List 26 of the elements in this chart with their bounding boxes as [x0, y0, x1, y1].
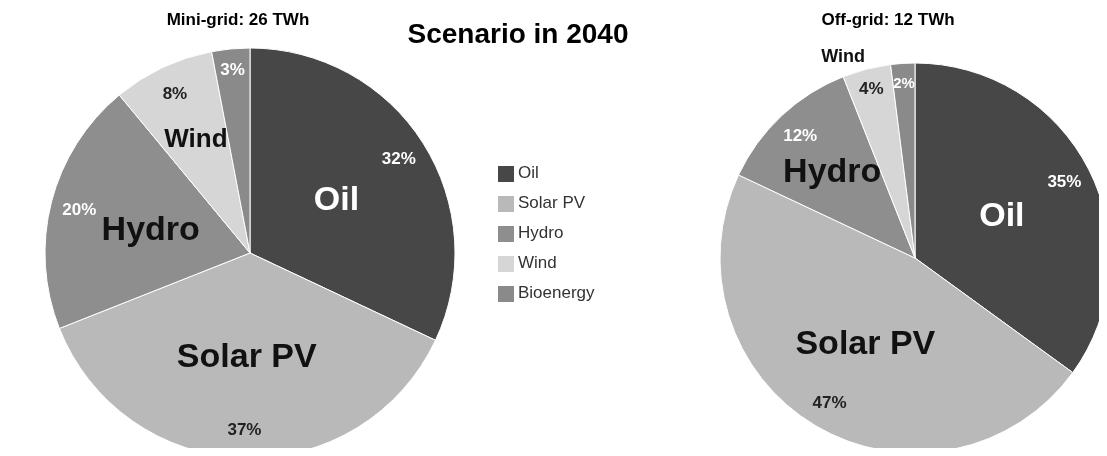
legend-label: Oil: [518, 163, 539, 182]
slice-label: Oil: [979, 194, 1025, 233]
data-label: 37%: [227, 419, 262, 439]
data-label: 35%: [1047, 172, 1082, 192]
slice-label: Hydro: [783, 150, 882, 189]
legend-label: Hydro: [518, 223, 564, 242]
legend-label: Solar PV: [518, 193, 586, 212]
slice-label: Solar PV: [795, 322, 936, 361]
text: Scenario in 2040: [406, 18, 630, 50]
slice-label: Wind: [164, 123, 228, 153]
slice-label: Solar PV: [176, 336, 318, 375]
data-label: 4%: [859, 78, 884, 98]
data-label: 47%: [812, 392, 847, 412]
data-label: 20%: [62, 199, 97, 219]
data-label: 32%: [381, 149, 416, 169]
legend-label: Wind: [518, 253, 557, 272]
chart-title: Mini-grid: 26 TWh: [165, 10, 311, 30]
data-label: 8%: [162, 83, 188, 103]
slice-label: Hydro: [101, 208, 200, 247]
slice-label: Oil: [313, 179, 360, 218]
slice-label: Wind: [821, 45, 866, 66]
data-label: 2%: [893, 74, 915, 92]
data-label: 3%: [220, 59, 245, 79]
chart-title: Off-grid: 12 TWh: [820, 10, 956, 30]
legend-label: Bioenergy: [518, 283, 595, 302]
data-label: 12%: [783, 126, 818, 146]
